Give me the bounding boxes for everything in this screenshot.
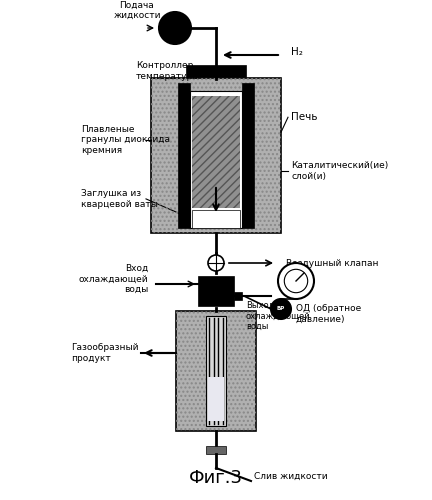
- Bar: [206, 446, 226, 454]
- Text: Плавленые
гранулы диоксида
кремния: Плавленые гранулы диоксида кремния: [81, 125, 170, 155]
- Circle shape: [271, 299, 291, 319]
- Circle shape: [284, 270, 308, 292]
- Bar: [206, 316, 226, 426]
- Text: Заглушка из
кварцевой ваты: Заглушка из кварцевой ваты: [81, 189, 158, 208]
- Text: Каталитический(ие)
слой(и): Каталитический(ие) слой(и): [291, 162, 388, 180]
- Text: Газообразный
продукт: Газообразный продукт: [71, 344, 139, 362]
- Bar: [190, 91, 242, 228]
- Text: Фиг.3: Фиг.3: [189, 469, 243, 487]
- Bar: [186, 65, 246, 77]
- Bar: [176, 311, 256, 431]
- Text: Воздушный клапан: Воздушный клапан: [286, 258, 378, 268]
- Text: Подача
жидкости: Подача жидкости: [113, 0, 161, 20]
- Bar: [198, 276, 234, 306]
- Text: ОД (обратное
давление): ОД (обратное давление): [296, 304, 361, 324]
- Bar: [242, 83, 254, 228]
- Text: Вход
охлаждающей
воды: Вход охлаждающей воды: [78, 264, 148, 294]
- Circle shape: [208, 255, 224, 271]
- Circle shape: [278, 263, 314, 299]
- Bar: [178, 83, 190, 228]
- Bar: [176, 311, 256, 431]
- Text: H₂: H₂: [291, 47, 303, 57]
- Bar: [208, 376, 224, 420]
- Bar: [192, 96, 240, 208]
- Text: Контроллер
температуры: Контроллер температуры: [136, 62, 200, 80]
- Circle shape: [159, 12, 191, 44]
- Bar: [151, 78, 281, 233]
- Bar: [192, 210, 240, 228]
- Bar: [234, 292, 242, 300]
- Bar: [192, 96, 240, 208]
- Text: BP: BP: [277, 306, 285, 312]
- Bar: [151, 78, 281, 233]
- Text: Выход
охлаждающей
воды: Выход охлаждающей воды: [246, 301, 311, 331]
- Text: Печь: Печь: [291, 112, 318, 122]
- Text: Слив жидкости: Слив жидкости: [254, 472, 327, 480]
